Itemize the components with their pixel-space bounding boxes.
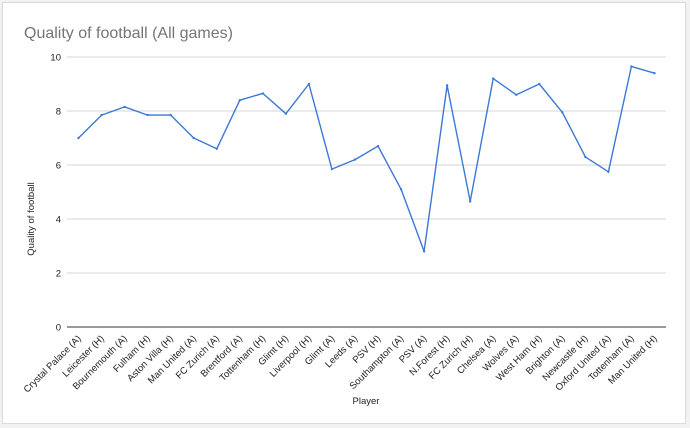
data-point — [492, 77, 495, 80]
series-line — [78, 65, 655, 253]
data-point — [653, 72, 656, 75]
data-point — [422, 250, 426, 253]
y-axis-title: Quality of football — [26, 182, 37, 255]
chart-card — [2, 2, 686, 424]
data-point — [284, 112, 288, 115]
data-point — [468, 200, 472, 203]
y-tick-label: 10 — [50, 53, 61, 64]
data-point — [630, 65, 633, 68]
y-tick-label: 2 — [56, 269, 61, 280]
data-point — [307, 82, 311, 86]
gridlines — [67, 56, 666, 328]
data-point — [192, 136, 195, 140]
y-axis-ticks: 0 2 4 6 8 10 — [50, 53, 61, 334]
series-layer — [77, 65, 656, 253]
data-point — [77, 136, 80, 140]
y-tick-label: 6 — [56, 161, 61, 172]
data-point — [353, 158, 357, 161]
data-point — [445, 84, 449, 87]
data-point — [376, 144, 380, 148]
x-axis-title: Player — [353, 396, 380, 407]
chart-title: Quality of football (All games) — [24, 25, 233, 42]
data-point — [123, 105, 126, 109]
data-point — [330, 167, 334, 171]
data-point — [538, 82, 541, 86]
y-tick-label: 8 — [56, 107, 61, 118]
data-point — [399, 188, 403, 191]
data-point — [261, 92, 265, 95]
x-axis-ticks: Crystal Palace (A)Leicester (H)Bournemou… — [22, 333, 660, 395]
data-point — [169, 113, 172, 117]
data-point — [515, 93, 518, 97]
data-point — [238, 99, 241, 102]
data-point — [146, 113, 149, 117]
data-point — [561, 111, 564, 114]
data-point — [584, 155, 587, 159]
data-point — [100, 113, 103, 117]
data-point — [215, 147, 218, 150]
y-tick-label: 0 — [56, 323, 61, 334]
data-point — [607, 170, 610, 173]
y-tick-label: 4 — [56, 215, 61, 226]
